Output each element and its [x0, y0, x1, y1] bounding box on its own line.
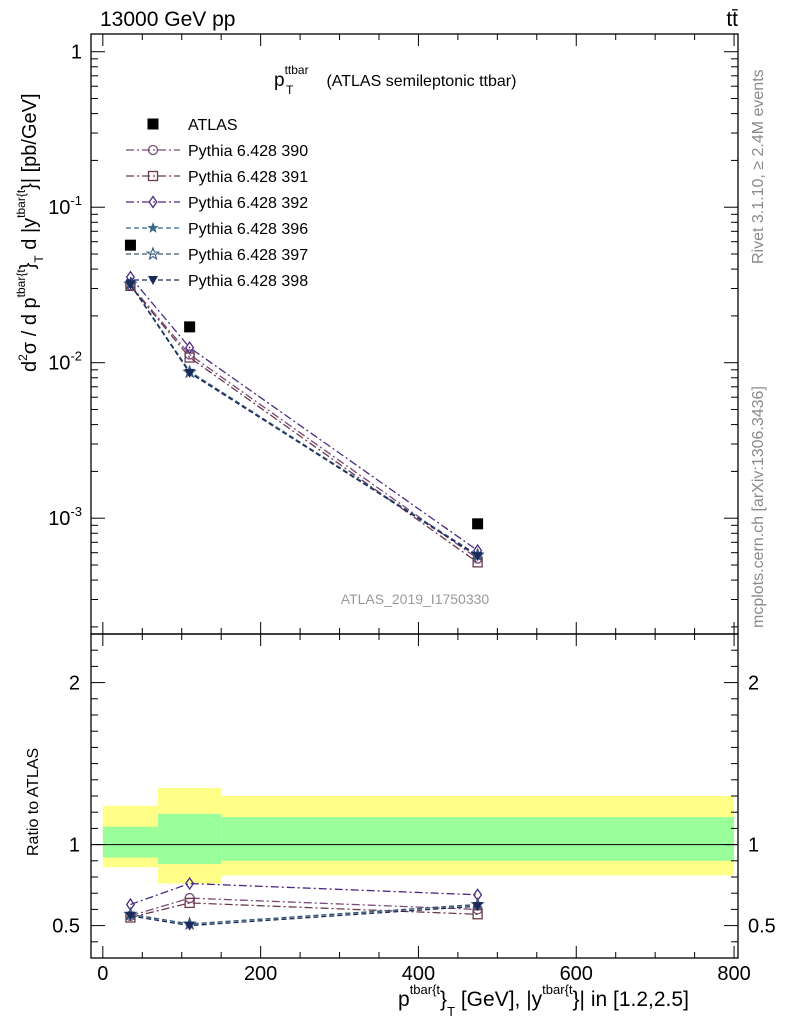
series-line [129, 284, 478, 560]
main-plot-area [123, 239, 485, 568]
plot-title-rest: (ATLAS semileptonic ttbar) [322, 73, 516, 90]
series-line [129, 283, 478, 557]
axes: 0 200 400 600 800 1 10-1 10-2 10-3 0.5 0.5 1 1 2 2 [48, 33, 776, 985]
ratio-point [184, 921, 195, 931]
series-line [129, 284, 478, 557]
series-point [184, 368, 195, 378]
data-point [124, 239, 136, 251]
legend-marker [145, 246, 161, 261]
legend-marker [148, 195, 158, 209]
stat-uncertainty-band [221, 817, 735, 861]
legend-label: Pythia 6.428 396 [188, 221, 308, 238]
y-tick-label: 10-1 [48, 193, 82, 219]
legend-marker [148, 276, 158, 285]
side-label-rivet: Rivet 3.1.10, ≥ 2.4M events [750, 69, 767, 264]
legend-entry: ATLAS [147, 117, 238, 134]
ratio-point [472, 902, 483, 912]
x-tick-label: 800 [717, 963, 750, 985]
y-axis-label-main: d2σ / d ptbar{t}T d |ytbar{t}| [pb/GeV] [14, 93, 46, 372]
legend-entry: Pythia 6.428 396 [126, 221, 308, 238]
legend-marker [147, 170, 159, 182]
ratio-point [125, 911, 136, 921]
series-point [472, 552, 483, 562]
legend-label: Pythia 6.428 391 [188, 169, 308, 186]
legend-entry: Pythia 6.428 392 [126, 195, 308, 212]
ratio-series-line [130, 903, 478, 925]
y-tick-label: 1 [71, 42, 82, 64]
header-right: tt̄ [726, 8, 738, 31]
stat-uncertainty-band [158, 813, 222, 865]
ratio-tick-label-right: 1 [748, 835, 759, 857]
legend-entry: Pythia 6.428 397 [126, 246, 308, 264]
plot-title-sup: ttbar [285, 63, 309, 77]
plot-title-sub: T [286, 83, 294, 97]
series-point [125, 280, 136, 290]
ratio-series-line [130, 902, 478, 919]
x-tick-label: 0 [97, 963, 108, 985]
ratio-point [185, 876, 195, 891]
legend-marker [147, 222, 159, 233]
ratio-tick-label-left: 0.5 [52, 916, 80, 938]
x-tick-label: 200 [244, 963, 277, 985]
legend: ATLAS Pythia 6.428 390 Pythia 6.428 391 Pyt… [126, 117, 308, 290]
legend-label: Pythia 6.428 392 [188, 195, 308, 212]
legend-entry: Pythia 6.428 390 [126, 143, 308, 160]
y-axis-label-ratio: Ratio to ATLAS [25, 748, 42, 856]
ratio-tick-label-right: 2 [748, 673, 759, 695]
data-point [184, 321, 196, 333]
ratio-plot-area [91, 844, 738, 931]
legend-marker [147, 144, 159, 156]
legend-label: Pythia 6.428 397 [188, 247, 308, 264]
plot-title: pttbar T (ATLAS semileptonic ttbar) [274, 63, 516, 97]
series-line [129, 285, 478, 563]
x-tick-label: 600 [560, 963, 593, 985]
ratio-bands [102, 787, 735, 884]
side-label-mcplots: mcplots.cern.ch [arXiv:1306.3436] [750, 386, 767, 628]
legend-label: Pythia 6.428 390 [188, 143, 308, 160]
plot-title-main: p [274, 70, 285, 91]
ratio-series-line [130, 897, 478, 917]
stat-uncertainty-band [102, 826, 159, 858]
legend-label: ATLAS [188, 117, 238, 134]
ratio-tick-label-left: 1 [69, 835, 80, 857]
series-point [185, 340, 195, 355]
y-tick-label: 10-3 [48, 504, 82, 530]
data-point [472, 518, 484, 530]
header-left: 13000 GeV pp [100, 8, 235, 31]
x-axis-label: ptbar{t}T [GeV], |ytbar{t}| in [1.2,2.5] [398, 982, 689, 1019]
y-tick-label: 10-2 [48, 349, 82, 375]
ratio-tick-label-right: 0.5 [748, 916, 776, 938]
legend-marker [147, 118, 159, 130]
legend-label: Pythia 6.428 398 [188, 273, 308, 290]
legend-entry: Pythia 6.428 398 [126, 273, 308, 290]
legend-entry: Pythia 6.428 391 [126, 169, 308, 186]
ratio-tick-label-left: 2 [69, 673, 80, 695]
analysis-watermark: ATLAS_2019_I1750330 [341, 591, 490, 607]
ratio-series-line [130, 882, 478, 906]
series-line [129, 276, 478, 552]
ratio-point [184, 897, 195, 909]
x-tick-label: 400 [402, 963, 435, 985]
